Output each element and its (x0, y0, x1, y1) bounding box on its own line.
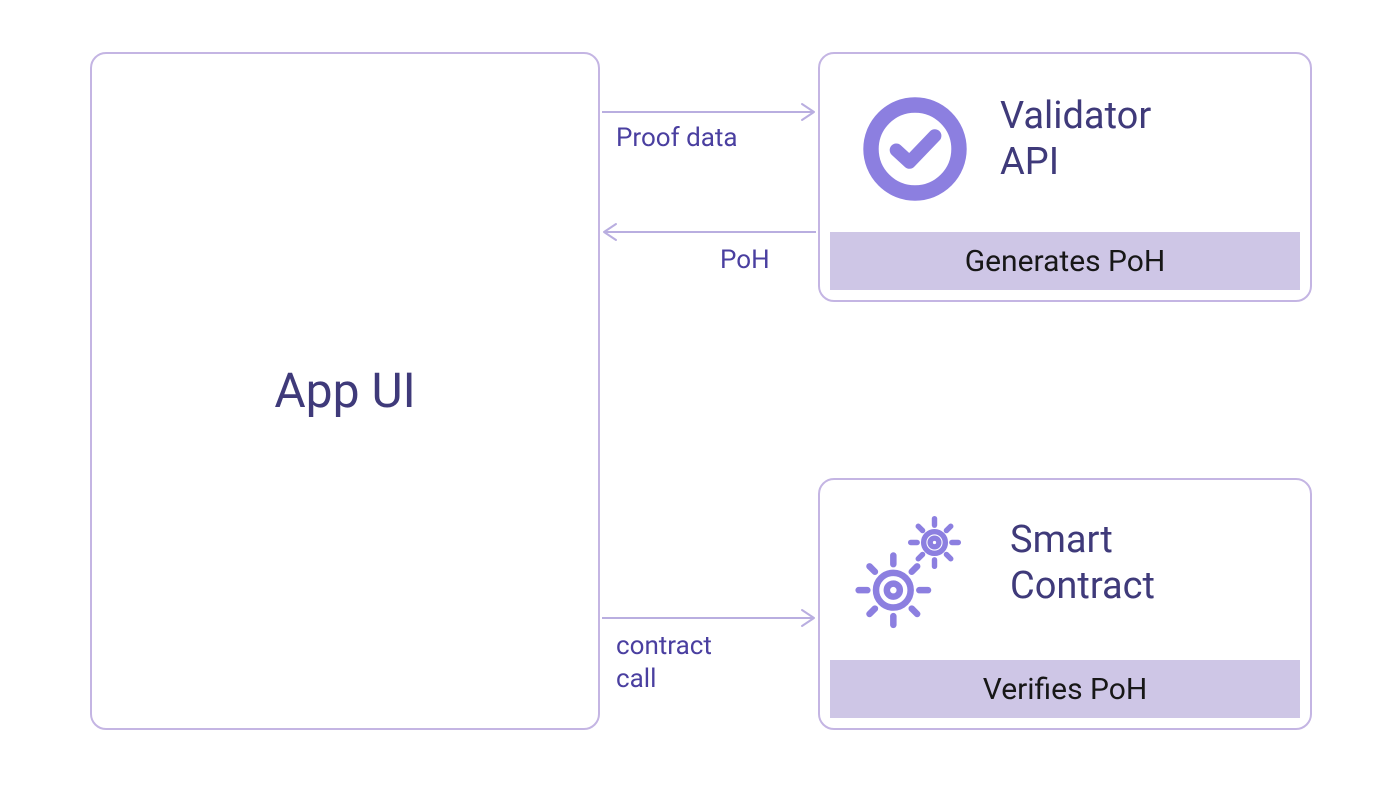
node-title-app-ui: App UI (92, 362, 598, 420)
gears-icon (850, 510, 980, 640)
node-title-validator: Validator API (1000, 94, 1151, 185)
subbox-verifies-poh: Verifies PoH (830, 660, 1300, 718)
node-smart-contract: Smart Contract Verifies PoH (818, 478, 1312, 730)
subbox-verifies-poh-label: Verifies PoH (983, 672, 1148, 707)
contract-title-text: Smart Contract (1010, 518, 1155, 608)
check-circle-icon (860, 94, 970, 204)
node-title-contract: Smart Contract (1010, 518, 1155, 609)
edge-label-proof-data: Proof data (616, 122, 738, 155)
poh-architecture-diagram: App UI Validator API Generates PoH (0, 0, 1400, 787)
subbox-generates-poh: Generates PoH (830, 232, 1300, 290)
node-app-ui: App UI (90, 52, 600, 730)
subbox-generates-poh-label: Generates PoH (965, 244, 1166, 279)
edge-label-contract-call: contract call (616, 630, 712, 695)
edge-contract-call (602, 606, 816, 630)
edge-label-poh: PoH (720, 244, 770, 277)
validator-title-line1: Validator API (1000, 94, 1151, 184)
node-validator-api: Validator API Generates PoH (818, 52, 1312, 302)
edge-proof-data (602, 100, 816, 124)
edge-poh (602, 220, 816, 244)
